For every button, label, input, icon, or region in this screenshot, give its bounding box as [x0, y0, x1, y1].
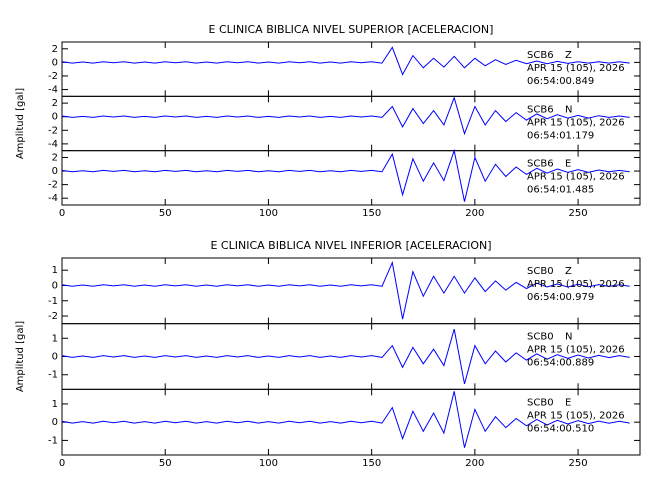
- x-tick-label: 0: [59, 208, 65, 219]
- y-tick-label: -1: [48, 435, 58, 446]
- x-tick-label: 0: [59, 458, 65, 469]
- panel-title: E CLINICA BIBLICA NIVEL INFERIOR [ACELER…: [210, 239, 491, 252]
- station-label: SCB6: [527, 50, 554, 61]
- waveform: [61, 96, 630, 136]
- station-label: SCB6: [527, 104, 554, 115]
- y-tick-label: 0: [52, 352, 58, 363]
- x-tick-label: 250: [569, 208, 588, 219]
- time-label: 06:54:00.510: [527, 423, 594, 434]
- waveform: [61, 328, 630, 385]
- y-tick-label: 0: [52, 57, 58, 68]
- date-label: APR 15 (105), 2026: [527, 345, 625, 356]
- x-tick-label: 50: [159, 208, 172, 219]
- component-label: Z: [565, 266, 572, 277]
- y-tick-label: -1: [48, 370, 58, 381]
- time-label: 06:54:00.979: [527, 292, 594, 303]
- y-axis-label: Amplitud [gal]: [15, 88, 26, 159]
- station-label: SCB0: [527, 397, 554, 408]
- x-tick-label: 100: [259, 208, 278, 219]
- y-tick-label: 2: [52, 152, 58, 163]
- y-tick-label: -2: [48, 311, 58, 322]
- y-tick-label: -2: [48, 71, 58, 82]
- time-label: 06:54:01.179: [527, 130, 594, 141]
- station-label: SCB0: [527, 266, 554, 277]
- x-tick-label: 200: [465, 458, 484, 469]
- waveform: [61, 148, 630, 202]
- x-tick-label: 150: [362, 458, 381, 469]
- component-label: N: [565, 104, 572, 115]
- y-tick-label: -4: [48, 85, 58, 96]
- y-tick-label: 0: [52, 417, 58, 428]
- y-tick-label: 1: [52, 399, 58, 410]
- component-label: E: [565, 397, 571, 408]
- y-tick-label: -4: [48, 193, 58, 204]
- component-label: E: [565, 159, 571, 170]
- station-label: SCB0: [527, 332, 554, 343]
- component-label: N: [565, 332, 572, 343]
- y-tick-label: 0: [52, 166, 58, 177]
- x-tick-label: 100: [259, 458, 278, 469]
- station-label: SCB6: [527, 159, 554, 170]
- time-label: 06:54:01.485: [527, 185, 594, 196]
- y-tick-label: 1: [52, 333, 58, 344]
- y-axis-label: Amplitud [gal]: [15, 321, 26, 392]
- x-tick-label: 250: [569, 458, 588, 469]
- date-label: APR 15 (105), 2026: [527, 279, 625, 290]
- x-tick-label: 50: [159, 458, 172, 469]
- waveform: [61, 260, 630, 320]
- y-tick-label: -4: [48, 139, 58, 150]
- subplot-frame: [61, 150, 641, 206]
- y-tick-label: 0: [52, 280, 58, 291]
- waveform: [61, 391, 630, 448]
- y-tick-label: -2: [48, 180, 58, 191]
- component-label: Z: [565, 50, 572, 61]
- x-tick-label: 150: [362, 208, 381, 219]
- date-label: APR 15 (105), 2026: [527, 172, 625, 183]
- y-tick-label: 2: [52, 44, 58, 55]
- x-tick-label: 200: [465, 208, 484, 219]
- time-label: 06:54:00.889: [527, 358, 594, 369]
- y-tick-label: 2: [52, 98, 58, 109]
- date-label: APR 15 (105), 2026: [527, 63, 625, 74]
- time-label: 06:54:00.849: [527, 76, 594, 87]
- y-tick-label: -1: [48, 296, 58, 307]
- y-tick-label: 0: [52, 112, 58, 123]
- waveform: [61, 46, 630, 76]
- date-label: APR 15 (105), 2026: [527, 410, 625, 421]
- panel-title: E CLINICA BIBLICA NIVEL SUPERIOR [ACELER…: [209, 23, 494, 36]
- date-label: APR 15 (105), 2026: [527, 117, 625, 128]
- y-tick-label: -2: [48, 125, 58, 136]
- y-tick-label: 1: [52, 265, 58, 276]
